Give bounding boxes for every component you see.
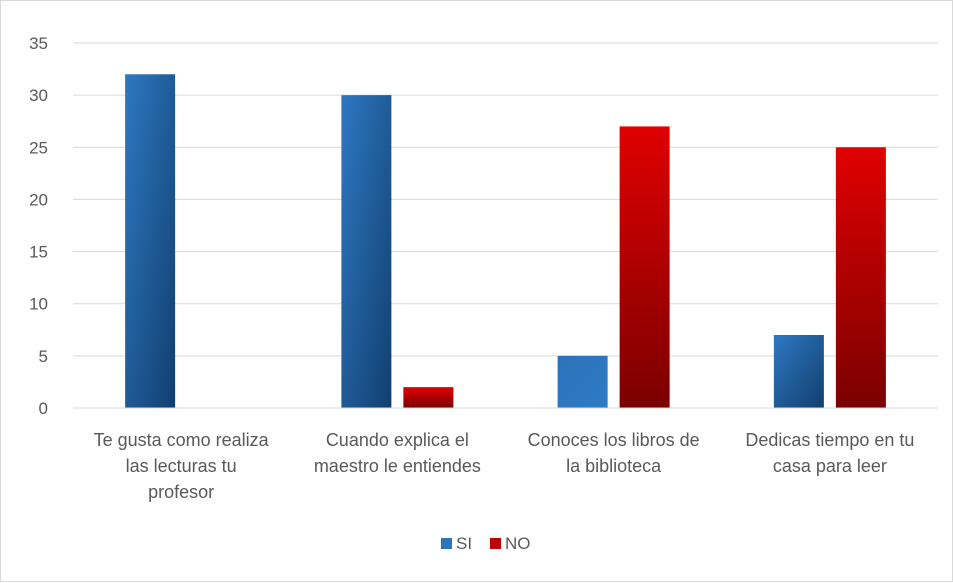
legend-swatch-si xyxy=(441,538,452,549)
bar-si xyxy=(557,355,608,408)
bar-si xyxy=(773,335,824,408)
y-tick-label: 25 xyxy=(29,138,48,157)
y-tick-label: 10 xyxy=(29,295,48,314)
y-tick-label: 5 xyxy=(39,347,48,366)
y-tick-label: 20 xyxy=(29,190,48,209)
bar-no xyxy=(619,126,670,408)
bar-si xyxy=(341,95,392,409)
y-tick-label: 15 xyxy=(29,243,48,262)
bar-no xyxy=(835,147,886,409)
y-tick-label: 35 xyxy=(29,34,48,53)
x-category-label: Cuando explica el maestro le entiendes xyxy=(314,430,481,476)
legend-label-si: SI xyxy=(456,534,472,553)
bar-no xyxy=(403,387,454,408)
bar-si xyxy=(125,74,176,409)
legend-swatch-no xyxy=(490,538,501,549)
y-tick-label: 0 xyxy=(39,399,48,418)
x-category-label: Conoces los libros de la biblioteca xyxy=(528,430,700,476)
y-tick-label: 30 xyxy=(29,86,48,105)
x-category-label: Te gusta como realiza las lecturas tu prof… xyxy=(94,430,270,502)
x-category-label: Dedicas tiempo en tu casa para leer xyxy=(745,430,914,476)
legend-label-no: NO xyxy=(505,534,531,553)
